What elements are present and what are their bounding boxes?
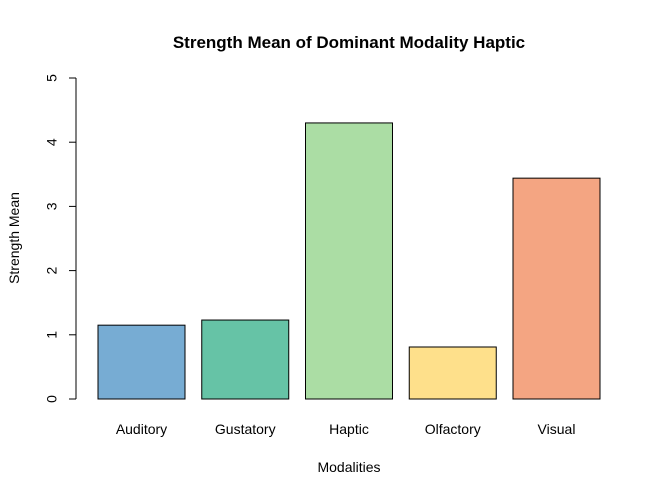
y-tick-label-2: 2 <box>44 266 60 274</box>
x-axis-label: Modalities <box>317 459 380 475</box>
x-tick-label-auditory: Auditory <box>116 421 167 437</box>
bars-group <box>97 122 601 400</box>
chart-title: Strength Mean of Dominant Modality Hapti… <box>173 33 525 52</box>
y-axis: 0 1 2 3 4 5 <box>44 74 77 403</box>
y-tick-label-0: 0 <box>44 395 60 403</box>
x-tick-label-gustatory: Gustatory <box>215 421 276 437</box>
bar-haptic <box>305 122 393 400</box>
bar-visual <box>512 177 601 400</box>
y-tick-label-5: 5 <box>44 74 60 82</box>
bar-gustatory <box>201 319 290 400</box>
y-tick-label-4: 4 <box>44 138 60 146</box>
bar-olfactory <box>408 346 497 400</box>
y-tick-label-1: 1 <box>44 331 60 339</box>
x-tick-labels: Auditory Gustatory Haptic Olfactory Visual <box>116 421 576 437</box>
x-tick-label-visual: Visual <box>538 421 576 437</box>
bar-auditory <box>97 324 186 400</box>
y-axis-label: Strength Mean <box>6 192 22 284</box>
y-tick-label-3: 3 <box>44 202 60 210</box>
x-tick-label-olfactory: Olfactory <box>425 421 481 437</box>
x-tick-label-haptic: Haptic <box>329 421 369 437</box>
